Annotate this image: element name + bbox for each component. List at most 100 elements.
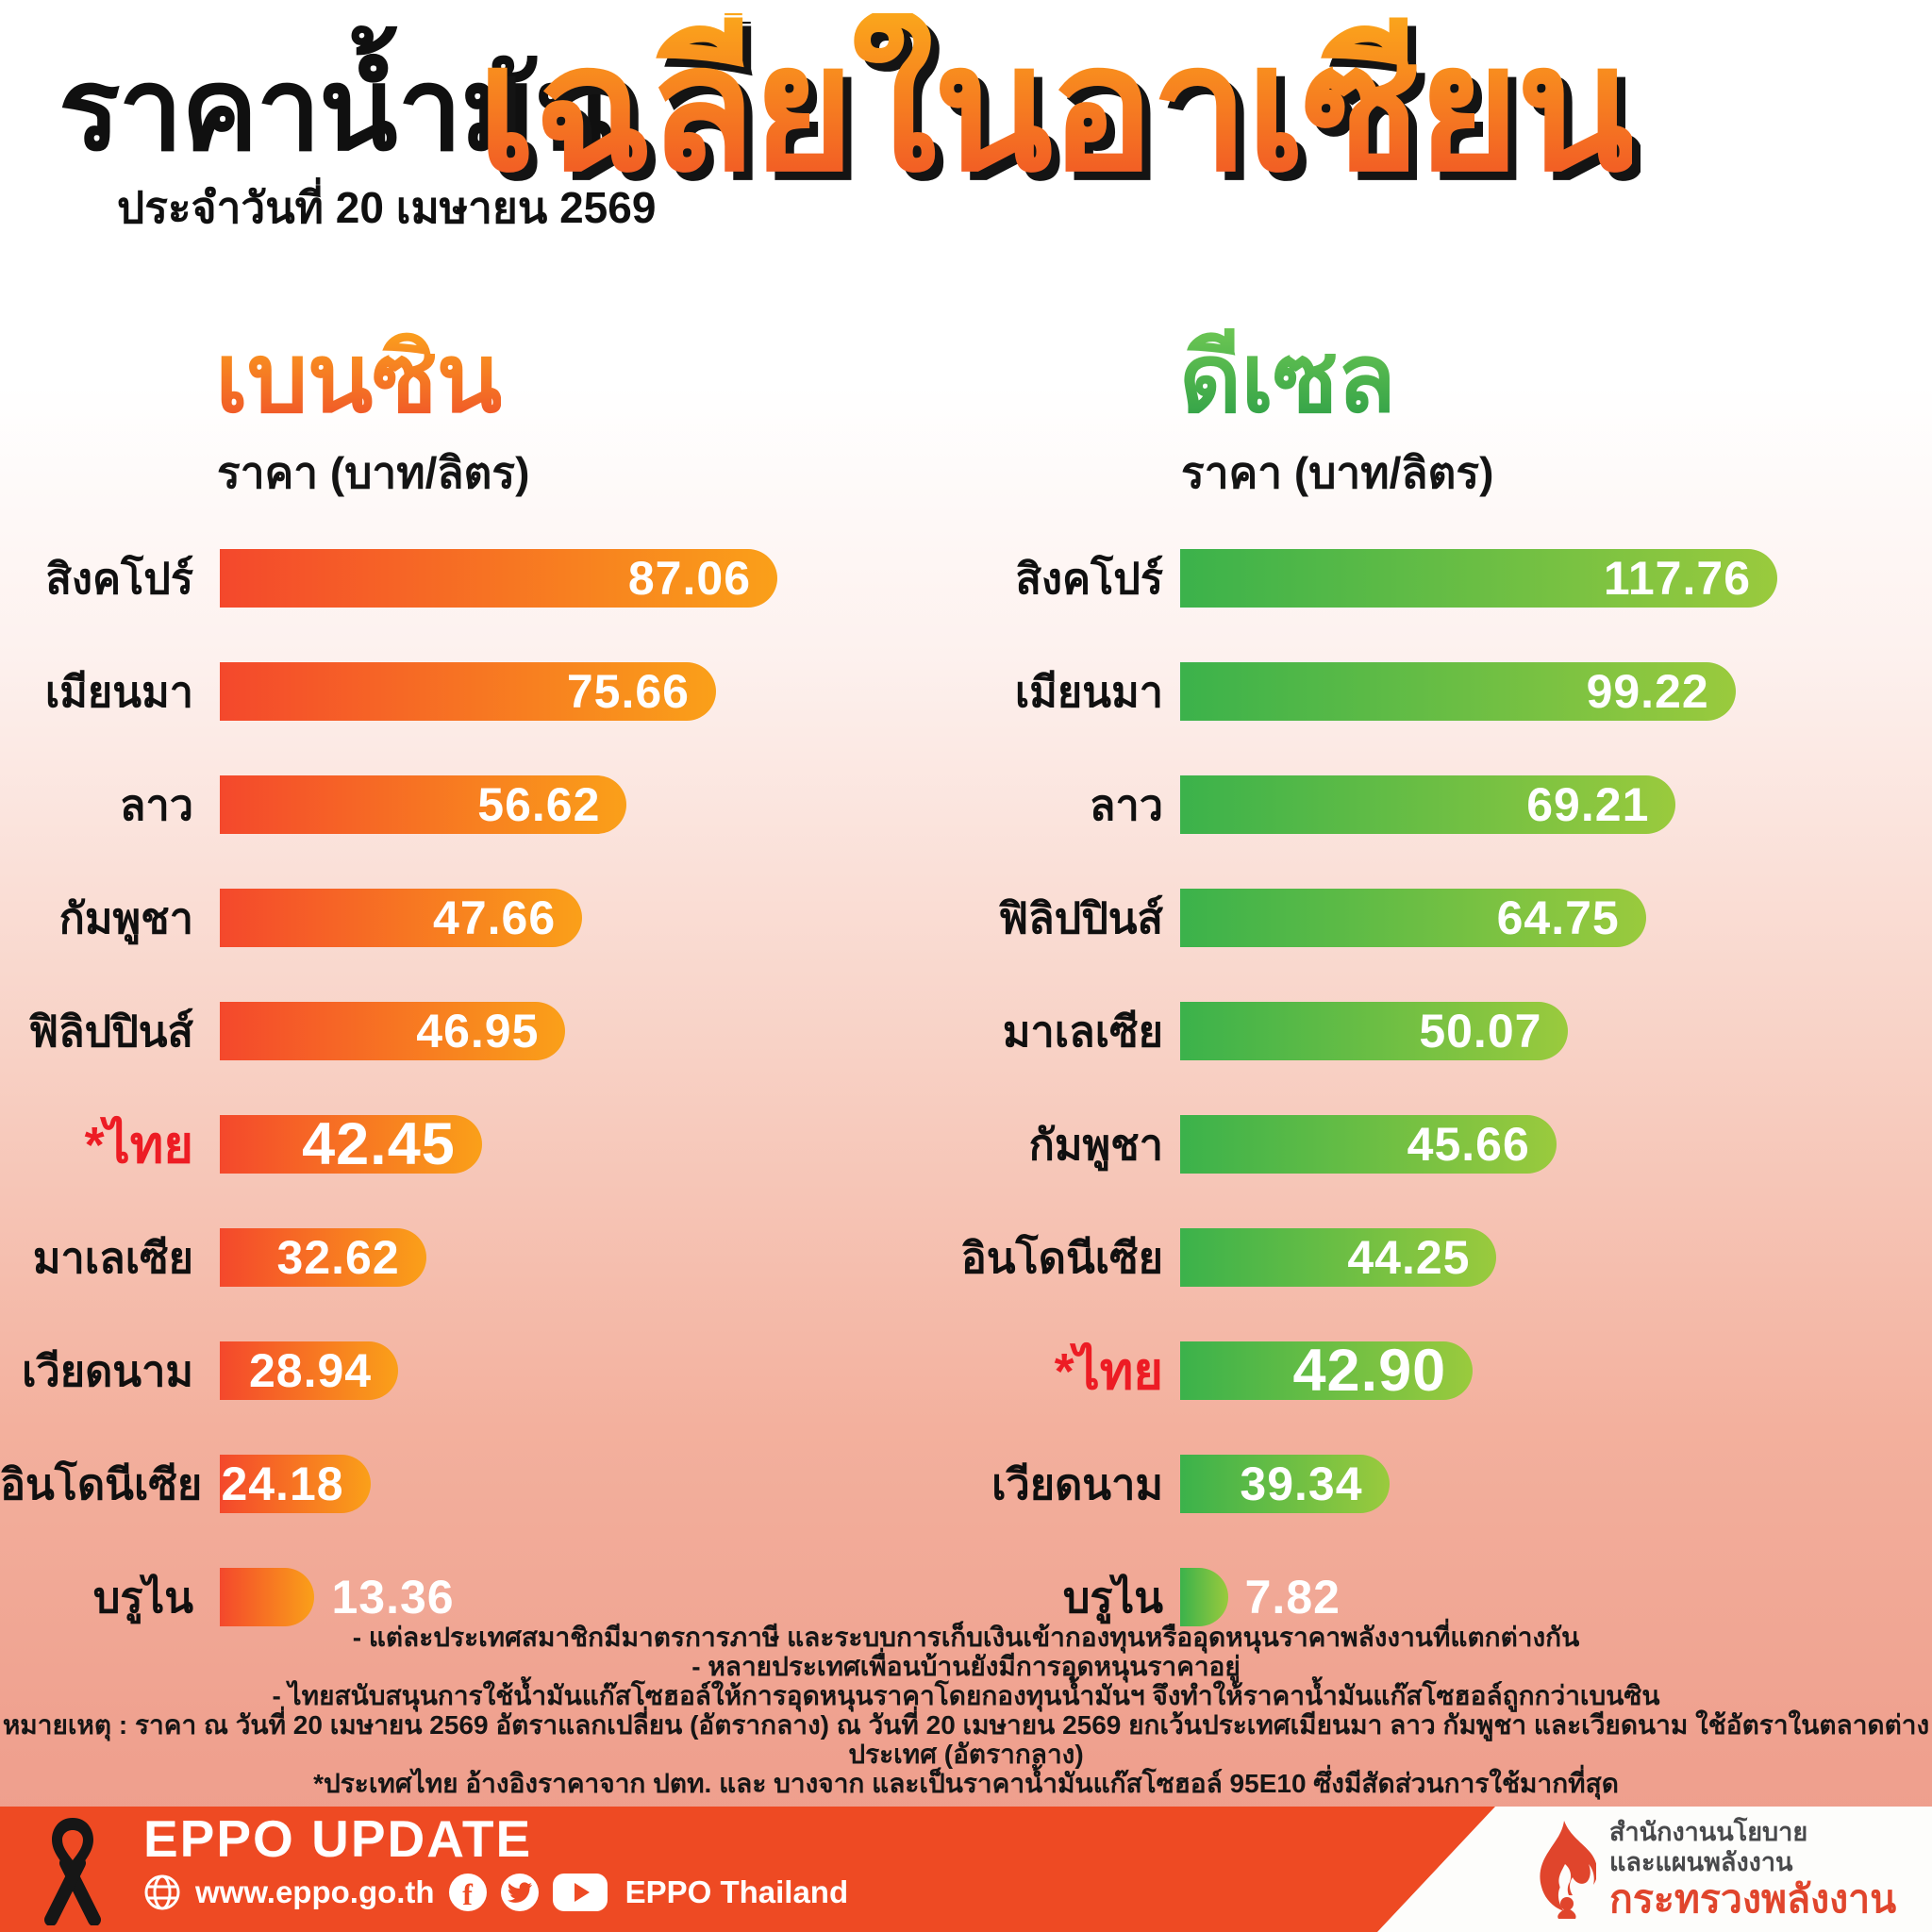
page-title-accent: เฉลี่ยในอาเซียน [476,11,1636,207]
value-bar: 44.25 [1180,1228,1497,1288]
bar-track: 56.62 [220,775,777,835]
bar-row: สิงคโปร์ 87.06 [0,549,955,608]
footnote-line: - หลายประเทศเพื่อนบ้านยังมีการอุดหนุนราค… [691,1652,1241,1681]
bar-track: 13.36 [220,1568,777,1627]
social-row: www.eppo.go.th f EPPO Thailand [143,1873,849,1911]
diesel-chart: ดีเซล ราคา (บาท/ลิตร) สิงคโปร์ 117.76 เมีย… [960,325,1932,1681]
bar-row: *ไทย 42.90 [960,1338,1932,1404]
org-line-3: กระทรวงพลังงาน [1609,1877,1897,1922]
bar-value: 99.22 [1586,665,1709,719]
diesel-title: ดีเซล [1179,325,1396,432]
bar-track: 69.21 [1180,775,1777,835]
bar-track: 47.66 [220,889,777,948]
bar-row: สิงคโปร์ 117.76 [960,549,1932,608]
page-title: ราคาน้ำมัน [58,45,613,174]
org-logo-area: สำนักงานนโยบาย และแผนพลังงาน กระทรวงพลัง… [1377,1807,1932,1932]
bar-track: 75.66 [220,662,777,722]
bar-row: เมียนมา 99.22 [960,662,1932,722]
benzin-title: เบนซิน [215,325,502,432]
country-label: สิงคโปร์ [1015,555,1163,604]
bar-value: 87.06 [627,552,751,606]
country-label: เมียนมา [1014,668,1163,717]
country-label: บรูไน [92,1574,193,1623]
bar-value: 47.66 [433,891,557,945]
value-bar: 39.34 [1180,1455,1390,1514]
bar-row: กัมพูชา 47.66 [0,889,955,948]
bar-row: เวียดนาม 39.34 [960,1455,1932,1514]
bar-value: 7.82 [1244,1571,1341,1624]
value-bar: 24.18 [220,1455,371,1514]
facebook-icon: f [448,1873,487,1911]
bar-row: บรูไน 7.82 [960,1568,1932,1627]
value-bar [220,1568,315,1627]
bar-track: 7.82 [1180,1568,1777,1627]
value-bar: 28.94 [220,1341,399,1401]
country-label: ฟิลิปปินส์ [998,894,1163,943]
header: ราคาน้ำมัน ประจำวันที่ 20 เมษายน 2569 [58,49,656,242]
bar-value: 56.62 [477,778,601,832]
value-bar: 69.21 [1180,775,1676,835]
country-label: ลาว [119,781,193,830]
bar-track: 45.66 [1180,1115,1777,1174]
country-label: มาเลเซีย [32,1234,193,1283]
bar-value: 28.94 [248,1344,373,1398]
value-bar: 64.75 [1180,889,1646,948]
bar-value: 13.36 [331,1571,455,1624]
bar-track: 87.06 [220,549,777,608]
bar-value: 46.95 [416,1005,540,1058]
website-url: www.eppo.go.th [195,1874,435,1909]
bar-row: เมียนมา 75.66 [0,662,955,722]
country-label: เวียดนาม [22,1347,193,1396]
bar-track: 99.22 [1180,662,1777,722]
bar-value: 24.18 [221,1457,344,1511]
bar-track: 24.18 [220,1455,777,1514]
bar-track: 39.34 [1180,1455,1777,1514]
bar-track: 64.75 [1180,889,1777,948]
footnote-line: - ไทยสนับสนุนการใช้น้ำมันแก๊สโซฮอล์ให้กา… [272,1681,1660,1710]
bar-value: 44.25 [1347,1231,1471,1285]
value-bar: 56.62 [220,775,627,835]
bar-value: 39.34 [1240,1457,1363,1511]
value-bar: 117.76 [1180,549,1777,608]
value-bar: 47.66 [220,889,583,948]
diesel-unit-label: ราคา (บาท/ลิตร) [1181,448,1494,498]
bar-track: 28.94 [220,1341,777,1401]
brand-title: EPPO UPDATE [143,1809,533,1868]
youtube-icon [552,1873,608,1911]
bar-value: 50.07 [1419,1005,1542,1058]
bar-track: 117.76 [1180,549,1777,608]
org-line-1: สำนักงานนโยบาย [1609,1817,1808,1846]
value-bar: 87.06 [220,549,777,608]
value-bar: 45.66 [1180,1115,1557,1174]
date-line: ประจำวันที่ 20 เมษายน 2569 [117,183,657,233]
value-bar: 99.22 [1180,662,1736,722]
org-line-2: และแผนพลังงาน [1609,1847,1793,1876]
footnote-line: หมายเหตุ : ราคา ณ วันที่ 20 เมษายน 2569 … [2,1710,1930,1769]
country-label: เวียดนาม [991,1460,1163,1509]
mourning-ribbon-icon [44,1818,101,1925]
bar-value: 64.75 [1496,891,1620,945]
bar-value: 42.90 [1292,1338,1447,1405]
country-label: อินโดนีเซีย [0,1460,203,1509]
footnote-line: *ประเทศไทย อ้างอิงราคาจาก ปตท. และ บางจา… [313,1769,1619,1798]
bar-value: 117.76 [1603,552,1751,606]
country-label: ลาว [1089,781,1163,830]
bar-row: กัมพูชา 45.66 [960,1115,1932,1174]
twitter-icon [500,1873,539,1911]
bar-track: 42.90 [1180,1338,1777,1404]
value-bar: 50.07 [1180,1002,1569,1061]
bar-track: 46.95 [220,1002,777,1061]
country-label: กัมพูชา [1028,1121,1163,1170]
country-label: มาเลเซีย [1002,1008,1163,1057]
bar-row: ลาว 56.62 [0,775,955,835]
value-bar [1180,1568,1228,1627]
bar-value: 42.45 [302,1111,456,1178]
bar-value: 69.21 [1526,778,1650,832]
social-caption: EPPO Thailand [625,1874,849,1909]
bar-value: 45.66 [1407,1118,1530,1172]
bar-row: เวียดนาม 28.94 [0,1341,955,1401]
benzin-bar-list: สิงคโปร์ 87.06 เมียนมา 75.66 ลาว 56.62 กัมพูชา… [0,549,955,1627]
bar-row: อินโดนีเซีย 24.18 [0,1455,955,1514]
value-bar: 42.90 [1180,1338,1474,1404]
globe-icon [144,1874,180,1910]
